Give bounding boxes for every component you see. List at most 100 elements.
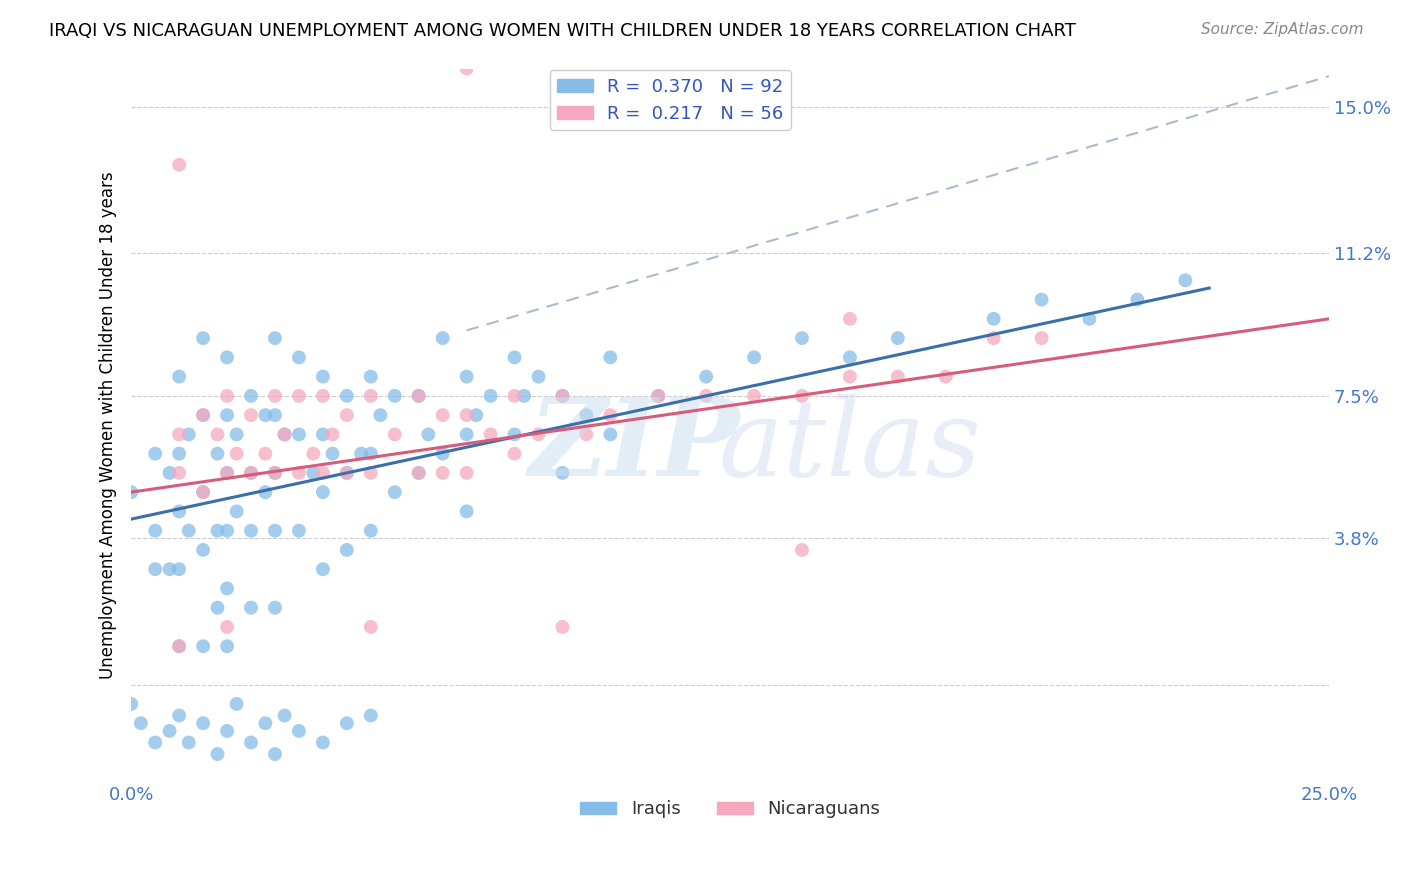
Point (264, 466, 287, 480)
Point (177, 735, 200, 749)
Text: atlas: atlas (718, 393, 981, 499)
Point (264, 747, 287, 761)
Point (360, 389, 382, 403)
Point (143, 524, 166, 538)
Text: IRAQI VS NICARAGUAN UNEMPLOYMENT AMONG WOMEN WITH CHILDREN UNDER 18 YEARS CORREL: IRAQI VS NICARAGUAN UNEMPLOYMENT AMONG W… (49, 22, 1076, 40)
Point (527, 427, 550, 442)
Point (1031, 293, 1053, 307)
Point (273, 427, 295, 442)
Text: ZIP: ZIP (529, 393, 740, 500)
Point (302, 447, 325, 461)
Point (360, 466, 382, 480)
Point (225, 504, 247, 518)
Point (456, 504, 478, 518)
Point (599, 351, 621, 365)
Point (167, 369, 190, 384)
Point (240, 389, 263, 403)
Point (312, 389, 335, 403)
Point (456, 62, 478, 76)
Point (159, 562, 181, 576)
Point (503, 427, 526, 442)
Point (418, 427, 440, 442)
Point (456, 408, 478, 422)
Point (167, 427, 190, 442)
Point (503, 447, 526, 461)
Point (240, 466, 263, 480)
Point (503, 351, 526, 365)
Point (360, 524, 382, 538)
Point (167, 708, 190, 723)
Point (167, 466, 190, 480)
Point (312, 369, 335, 384)
Point (983, 311, 1005, 326)
Point (288, 466, 311, 480)
Point (288, 389, 311, 403)
Point (191, 485, 214, 500)
Point (177, 524, 200, 538)
Point (240, 466, 263, 480)
Point (207, 447, 229, 461)
Point (217, 582, 239, 596)
Point (838, 351, 860, 365)
Point (432, 447, 454, 461)
Point (513, 389, 536, 403)
Point (217, 466, 239, 480)
Point (647, 389, 669, 403)
Point (408, 389, 430, 403)
Point (191, 331, 214, 345)
Point (360, 620, 382, 634)
Point (129, 716, 152, 731)
Point (432, 466, 454, 480)
Point (336, 389, 359, 403)
Point (217, 723, 239, 738)
Point (408, 389, 430, 403)
Point (240, 600, 263, 615)
Point (695, 389, 717, 403)
Point (336, 716, 359, 731)
Point (312, 735, 335, 749)
Point (191, 639, 214, 653)
Point (264, 466, 287, 480)
Point (207, 524, 229, 538)
Point (217, 639, 239, 653)
Point (143, 735, 166, 749)
Point (790, 389, 813, 403)
Point (143, 447, 166, 461)
Point (360, 708, 382, 723)
Point (575, 408, 598, 422)
Point (288, 351, 311, 365)
Point (264, 600, 287, 615)
Point (695, 369, 717, 384)
Legend: Iraqis, Nicaraguans: Iraqis, Nicaraguans (574, 793, 887, 825)
Y-axis label: Unemployment Among Women with Children Under 18 years: Unemployment Among Women with Children U… (100, 171, 117, 679)
Point (336, 543, 359, 558)
Point (264, 331, 287, 345)
Point (191, 485, 214, 500)
Point (225, 427, 247, 442)
Point (384, 389, 406, 403)
Point (177, 427, 200, 442)
Point (167, 447, 190, 461)
Point (288, 723, 311, 738)
Point (288, 524, 311, 538)
Point (167, 504, 190, 518)
Point (983, 331, 1005, 345)
Point (207, 747, 229, 761)
Point (935, 369, 957, 384)
Point (207, 600, 229, 615)
Point (503, 389, 526, 403)
Point (599, 408, 621, 422)
Point (167, 639, 190, 653)
Point (321, 427, 343, 442)
Point (273, 708, 295, 723)
Point (167, 562, 190, 576)
Point (384, 427, 406, 442)
Point (254, 447, 277, 461)
Point (456, 427, 478, 442)
Point (838, 369, 860, 384)
Point (838, 311, 860, 326)
Point (167, 639, 190, 653)
Point (312, 485, 335, 500)
Point (456, 369, 478, 384)
Point (312, 427, 335, 442)
